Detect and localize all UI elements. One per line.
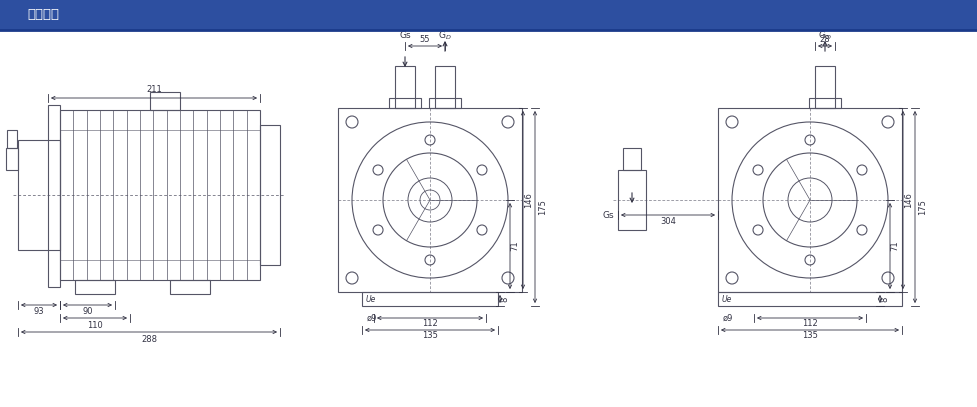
Text: ø9: ø9 — [366, 314, 377, 323]
Bar — [48, 105, 60, 287]
Bar — [18, 140, 60, 250]
Bar — [149, 92, 180, 110]
Text: 93: 93 — [33, 308, 44, 317]
Bar — [389, 98, 420, 108]
Bar — [3, 3, 83, 25]
Bar — [717, 108, 901, 292]
Text: Ue: Ue — [365, 295, 376, 304]
Bar — [622, 148, 640, 170]
Text: 71: 71 — [890, 241, 899, 251]
Bar — [60, 110, 260, 280]
Text: 55: 55 — [419, 35, 430, 44]
Bar — [361, 292, 497, 306]
Bar — [75, 280, 115, 294]
Bar — [435, 66, 454, 108]
Text: 146: 146 — [524, 192, 533, 208]
Bar — [717, 292, 901, 306]
Text: 112: 112 — [801, 319, 817, 328]
Bar — [429, 98, 460, 108]
Bar — [338, 108, 522, 292]
Bar — [395, 66, 414, 108]
Bar — [170, 280, 210, 294]
Text: G$_D$: G$_D$ — [438, 30, 451, 42]
Text: 288: 288 — [141, 335, 157, 344]
Bar — [814, 66, 834, 108]
Text: Gs: Gs — [602, 210, 614, 219]
Text: 71: 71 — [510, 241, 519, 251]
Bar — [7, 130, 17, 148]
Text: 8: 8 — [879, 296, 889, 302]
Text: Gs: Gs — [399, 31, 410, 41]
Text: 28: 28 — [819, 35, 829, 44]
Bar — [0, 0, 977, 30]
Text: 175: 175 — [917, 199, 926, 215]
Text: 211: 211 — [146, 85, 162, 94]
Text: 112: 112 — [422, 319, 438, 328]
Bar — [808, 98, 840, 108]
Text: 135: 135 — [422, 331, 438, 341]
Bar — [617, 170, 646, 230]
Text: 90: 90 — [82, 308, 93, 317]
Text: 135: 135 — [801, 331, 817, 341]
Text: 110: 110 — [87, 320, 103, 330]
Text: 175: 175 — [538, 199, 547, 215]
Text: 304: 304 — [659, 217, 675, 227]
Text: 8: 8 — [500, 296, 509, 302]
Text: 146: 146 — [904, 192, 913, 208]
Bar — [260, 125, 279, 265]
Bar — [6, 148, 18, 170]
Text: ø9: ø9 — [722, 314, 733, 323]
Text: 产品细节: 产品细节 — [27, 7, 59, 20]
Text: Ue: Ue — [721, 295, 732, 304]
Text: G$_D$: G$_D$ — [818, 30, 831, 42]
